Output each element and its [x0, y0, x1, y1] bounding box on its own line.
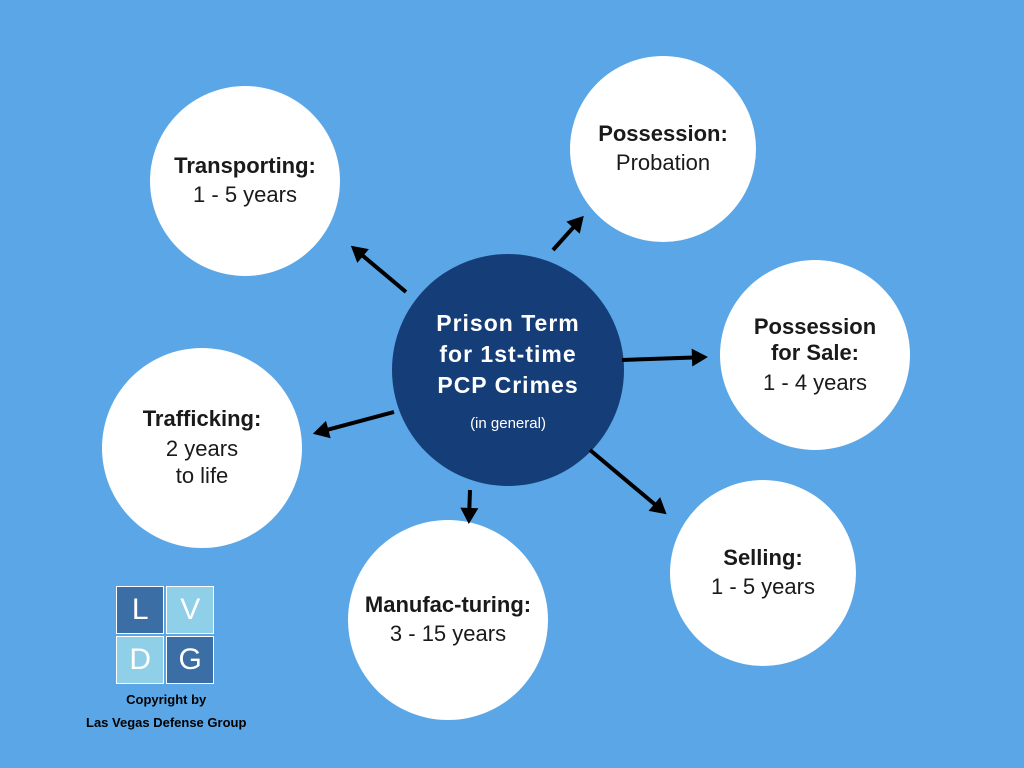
node-manufacturing: Manufac-​turing:3 - 15 years [348, 520, 548, 720]
node-label: Manufac-​turing: [365, 592, 531, 618]
node-value: 2 yearsto life [166, 435, 238, 490]
diagram-canvas: Prison Termfor 1st-timePCP Crimes (in ge… [0, 0, 1024, 768]
center-title: Prison Termfor 1st-timePCP Crimes [436, 308, 580, 401]
node-transporting: Transporting:1 - 5 years [150, 86, 340, 276]
center-subtitle: (in general) [470, 415, 546, 432]
logo-quadrant: V [166, 586, 214, 634]
node-selling: Selling:1 - 5 years [670, 480, 856, 666]
node-value: 1 - 4 years [763, 369, 867, 397]
node-value: Probation [616, 149, 710, 177]
node-label: Transporting: [174, 153, 316, 179]
logo-quadrant: G [166, 636, 214, 684]
lvdg-logo: LVDG Copyright by Las Vegas Defense Grou… [86, 586, 246, 732]
node-possession-sale: Possessionfor Sale:1 - 4 years [720, 260, 910, 450]
copyright-line-2: Las Vegas Defense Group [86, 715, 246, 732]
logo-grid: LVDG [116, 586, 216, 686]
node-possession: Possession:Probation [570, 56, 756, 242]
node-value: 3 - 15 years [390, 620, 506, 648]
node-label: Trafficking: [143, 406, 262, 432]
node-label: Possessionfor Sale: [754, 314, 876, 367]
node-label: Selling: [723, 545, 802, 571]
node-value: 1 - 5 years [711, 573, 815, 601]
copyright-line-1: Copyright by [86, 692, 246, 709]
logo-quadrant: L [116, 586, 164, 634]
logo-quadrant: D [116, 636, 164, 684]
node-value: 1 - 5 years [193, 181, 297, 209]
node-label: Possession: [598, 121, 728, 147]
node-trafficking: Trafficking: 2 yearsto life [102, 348, 302, 548]
